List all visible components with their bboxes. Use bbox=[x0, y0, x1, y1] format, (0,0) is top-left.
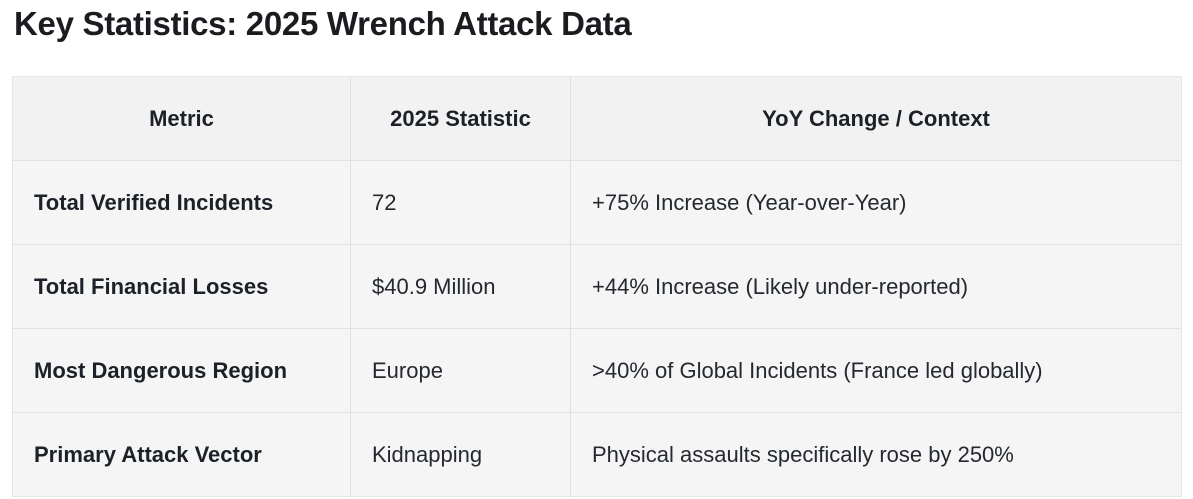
header-row: Metric 2025 Statistic YoY Change / Conte… bbox=[12, 76, 1182, 161]
metric-cell: Most Dangerous Region bbox=[12, 328, 351, 413]
key-statistics-table: Metric 2025 Statistic YoY Change / Conte… bbox=[12, 76, 1182, 497]
statistic-cell: Europe bbox=[350, 328, 571, 413]
statistic-cell: $40.9 Million bbox=[350, 244, 571, 329]
context-cell: >40% of Global Incidents (France led glo… bbox=[570, 328, 1182, 413]
context-cell: +44% Increase (Likely under-reported) bbox=[570, 244, 1182, 329]
table-header: Metric 2025 Statistic YoY Change / Conte… bbox=[12, 76, 1182, 161]
column-header-statistic: 2025 Statistic bbox=[350, 76, 571, 161]
table-row: Primary Attack Vector Kidnapping Physica… bbox=[12, 412, 1182, 497]
table-row: Most Dangerous Region Europe >40% of Glo… bbox=[12, 328, 1182, 413]
table-body: Total Verified Incidents 72 +75% Increas… bbox=[12, 160, 1182, 497]
statistic-cell: 72 bbox=[350, 160, 571, 245]
context-cell: +75% Increase (Year-over-Year) bbox=[570, 160, 1182, 245]
table-row: Total Financial Losses $40.9 Million +44… bbox=[12, 244, 1182, 329]
metric-cell: Primary Attack Vector bbox=[12, 412, 351, 497]
context-cell: Physical assaults specifically rose by 2… bbox=[570, 412, 1182, 497]
metric-cell: Total Financial Losses bbox=[12, 244, 351, 329]
column-header-yoy-context: YoY Change / Context bbox=[570, 76, 1182, 161]
column-header-metric: Metric bbox=[12, 76, 351, 161]
statistic-cell: Kidnapping bbox=[350, 412, 571, 497]
metric-cell: Total Verified Incidents bbox=[12, 160, 351, 245]
page-title: Key Statistics: 2025 Wrench Attack Data bbox=[14, 5, 632, 42]
table-row: Total Verified Incidents 72 +75% Increas… bbox=[12, 160, 1182, 245]
